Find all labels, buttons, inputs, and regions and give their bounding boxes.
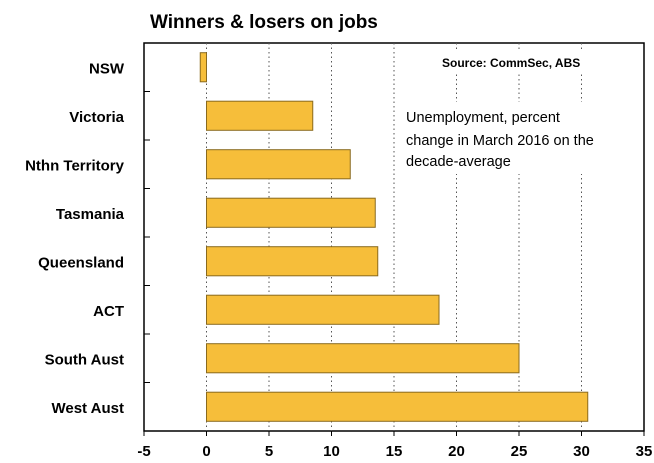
category-label: Victoria xyxy=(69,109,124,126)
bar xyxy=(206,391,589,422)
category-labels: NSW Victoria Nthn Territory Tasmania Queensl… xyxy=(25,60,125,417)
bar xyxy=(206,100,314,131)
category-label: NSW xyxy=(89,60,125,77)
bar xyxy=(206,197,376,228)
chart-title: Winners & losers on jobs xyxy=(150,12,378,33)
source-box xyxy=(435,50,619,74)
source-note: Source: CommSec, ABS xyxy=(442,56,580,70)
category-label: Tasmania xyxy=(56,206,125,223)
x-tick-label: -5 xyxy=(137,443,150,460)
category-label: ACT xyxy=(93,303,124,320)
x-tick-label: 35 xyxy=(636,443,653,460)
bar xyxy=(206,246,379,277)
gridlines xyxy=(144,43,582,431)
x-tick-label: 10 xyxy=(323,443,340,460)
annotation-box xyxy=(400,102,638,174)
category-label: West Aust xyxy=(51,400,124,417)
bar xyxy=(206,149,351,180)
bar xyxy=(199,52,207,83)
category-label: Queensland xyxy=(38,254,124,271)
x-tick-label: 5 xyxy=(265,443,273,460)
bar xyxy=(206,343,520,374)
x-axis: -5 0 5 10 15 20 25 30 35 xyxy=(137,431,652,460)
x-tick-label: 15 xyxy=(386,443,403,460)
x-tick-label: 30 xyxy=(573,443,590,460)
x-tick-label: 20 xyxy=(448,443,465,460)
annotation-line-1: Unemployment, percent xyxy=(406,110,560,126)
annotation-line-2: change in March 2016 on the xyxy=(406,133,594,149)
category-label: South Aust xyxy=(45,351,124,368)
bar xyxy=(206,294,440,325)
x-tick-label: 0 xyxy=(202,443,210,460)
x-tick-label: 25 xyxy=(511,443,528,460)
annotation-line-3: decade-average xyxy=(406,154,511,170)
bars xyxy=(199,52,589,422)
category-label: Nthn Territory xyxy=(25,157,125,174)
